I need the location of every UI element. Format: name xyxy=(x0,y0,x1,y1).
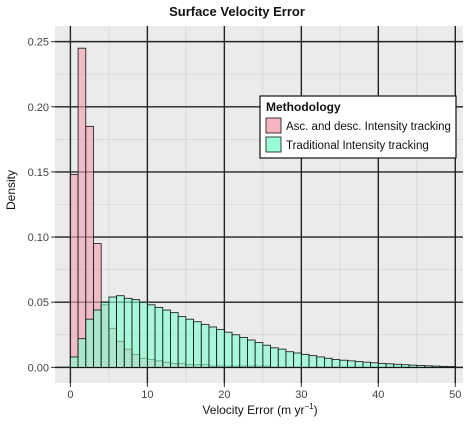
histogram-bar xyxy=(223,331,233,368)
histogram-bar xyxy=(93,309,102,368)
histogram-bar xyxy=(270,347,279,368)
histogram-bar xyxy=(208,326,218,368)
legend-title: Methodology xyxy=(266,100,341,114)
histogram-bar xyxy=(439,365,449,368)
histogram-bar xyxy=(408,364,418,368)
histogram-bar xyxy=(108,296,117,368)
histogram-bar xyxy=(100,301,110,368)
histogram-bar xyxy=(324,357,333,368)
histogram-bar xyxy=(193,321,202,368)
y-tick-label: 0.00 xyxy=(28,362,49,374)
legend-entry: Traditional Intensity tracking xyxy=(286,140,429,152)
x-axis-label: Velocity Error (m yr−1) xyxy=(0,402,474,417)
histogram-bar xyxy=(316,356,325,368)
histogram-bar xyxy=(131,299,141,368)
histogram-bar xyxy=(200,323,210,368)
x-tick-label: 40 xyxy=(372,389,384,401)
histogram-bar xyxy=(162,309,171,368)
histogram-bar xyxy=(239,336,248,368)
histogram-bar xyxy=(308,355,318,368)
x-tick-label: 50 xyxy=(449,389,461,401)
histogram-bar xyxy=(293,352,302,368)
x-tick-label: 0 xyxy=(67,389,73,401)
chart-title: Surface Velocity Error xyxy=(169,4,305,19)
axes: 0 10 20 30 40 50 0.00 0.05 0.10 0.15 0.20 0.25 xyxy=(28,37,462,401)
histogram-bar xyxy=(331,359,341,368)
histogram-bar xyxy=(254,342,264,368)
histogram-bar xyxy=(77,47,87,368)
series-2 xyxy=(69,295,456,368)
histogram-bar xyxy=(216,329,225,368)
y-tick-label: 0.05 xyxy=(28,297,49,309)
histogram-bar xyxy=(69,174,79,368)
histogram-bar xyxy=(146,304,156,368)
legend-entry: Asc. and desc. Intensity tracking xyxy=(286,121,451,133)
histogram-bar xyxy=(431,365,441,368)
histogram-bar xyxy=(377,363,387,368)
histogram-bar xyxy=(277,348,287,368)
y-tick-label: 0.15 xyxy=(28,167,49,179)
histogram-bar xyxy=(370,362,379,368)
histogram-bar xyxy=(170,312,179,368)
x-tick-label: 30 xyxy=(295,389,307,401)
histogram-bar xyxy=(416,365,425,368)
histogram-bar xyxy=(339,359,348,368)
histogram-bar xyxy=(154,307,164,368)
histogram-bar xyxy=(385,363,395,368)
histogram-bar xyxy=(85,318,94,368)
legend-swatch xyxy=(265,117,282,134)
legend: Methodology Asc. and desc. Intensity trac… xyxy=(259,95,457,159)
histogram-bar xyxy=(177,316,187,368)
x-axis-label-text: Velocity Error (m yr xyxy=(202,403,305,417)
y-tick-label: 0.10 xyxy=(28,232,49,244)
legend-swatch xyxy=(265,136,282,153)
histogram-bar xyxy=(401,364,410,368)
x-tick-label: 10 xyxy=(141,389,153,401)
histogram-bar xyxy=(77,338,87,368)
y-tick-label: 0.20 xyxy=(28,102,49,114)
histogram-bar xyxy=(285,351,295,368)
legend-box xyxy=(259,95,457,159)
histogram-bar xyxy=(139,301,148,368)
histogram-bar xyxy=(185,318,194,368)
histogram-bar xyxy=(300,353,310,368)
histogram-bar xyxy=(347,360,356,368)
y-tick-label: 0.25 xyxy=(28,37,49,49)
histogram-bar xyxy=(69,356,79,368)
histogram-bar xyxy=(447,366,456,368)
x-axis-label-exponent: −1 xyxy=(304,402,314,411)
histogram-bar xyxy=(116,295,125,368)
histogram-bar xyxy=(262,344,271,368)
histogram-bar xyxy=(231,334,241,368)
histogram-bar xyxy=(393,363,402,368)
x-tick-label: 20 xyxy=(218,389,230,401)
x-axis-label-close: ) xyxy=(313,403,318,417)
histogram-bar xyxy=(123,297,133,368)
histogram-bar xyxy=(354,361,364,368)
histogram-bar xyxy=(247,339,256,368)
histogram-bar xyxy=(362,361,372,368)
histogram-bar xyxy=(424,365,433,368)
bars xyxy=(69,47,456,368)
